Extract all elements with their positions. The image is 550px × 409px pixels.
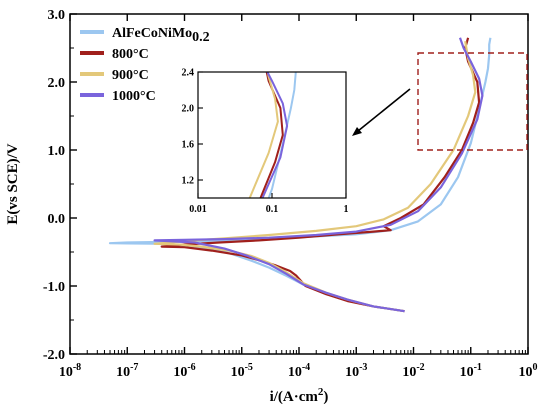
- y-tick-label: -1.0: [43, 280, 65, 295]
- x-tick-label: 10-3: [345, 362, 367, 380]
- inset-series-layer: [248, 72, 297, 198]
- inset-chart: 0.01 0.1 1 1.2 1.6 2.0 2.4: [182, 68, 349, 216]
- inset-series-line-2: [248, 72, 279, 198]
- tick-layer: 10-8 10-7 10-6 10-5 10-4 10-3 10-2 10-1 100 -2.0 -…: [43, 8, 538, 380]
- legend: AlFeCoNiMo0.2 800°C 900°C 1000°C: [80, 26, 210, 104]
- x-tick-label: 10-7: [116, 362, 138, 380]
- inset-series-line-3: [261, 72, 289, 198]
- x-tick-label: 10-6: [173, 362, 195, 380]
- legend-label-2: 900°C: [112, 68, 149, 83]
- inset-x-tick-label: 0.1: [266, 204, 279, 215]
- series-layer: [108, 37, 492, 313]
- inset-x-tick-label: 1: [344, 204, 349, 215]
- y-tick-label: 0.0: [48, 212, 66, 227]
- series-line-3: [153, 37, 484, 313]
- legend-label-1: 800°C: [112, 47, 149, 62]
- x-tick-label: 10-2: [402, 362, 424, 380]
- legend-label-3: 1000°C: [112, 89, 156, 104]
- inset-y-tick-label: 1.6: [182, 140, 195, 151]
- x-tick-label: 10-8: [59, 362, 81, 380]
- inset-y-tick-label: 2.4: [182, 68, 195, 79]
- x-tick-label: 10-1: [460, 362, 482, 380]
- zoom-region-box: [417, 52, 528, 151]
- x-tick-label: 10-4: [288, 362, 310, 380]
- y-tick-label: 3.0: [48, 8, 66, 23]
- zoom-arrow: [352, 88, 411, 136]
- inset-x-tick-label: 0.01: [189, 204, 207, 215]
- y-tick-label: 1.0: [48, 144, 66, 159]
- y-tick-label: 2.0: [48, 76, 66, 91]
- inset-y-tick-label: 1.2: [182, 176, 195, 187]
- y-tick-label: -2.0: [43, 348, 65, 363]
- series-line-1: [160, 37, 481, 313]
- x-tick-label: 10-5: [231, 362, 253, 380]
- inset-series-line-1: [259, 72, 284, 198]
- inset-tick-layer: 0.01 0.1 1 1.2 1.6 2.0 2.4: [182, 68, 349, 216]
- legend-label-0: AlFeCoNiMo0.2: [112, 26, 210, 45]
- x-tick-label: 100: [519, 362, 538, 380]
- inset-y-tick-label: 2.0: [182, 104, 195, 115]
- x-axis-title: i/(A·cm2): [270, 386, 329, 405]
- y-axis-title: E(vs SCE)/V: [5, 143, 21, 224]
